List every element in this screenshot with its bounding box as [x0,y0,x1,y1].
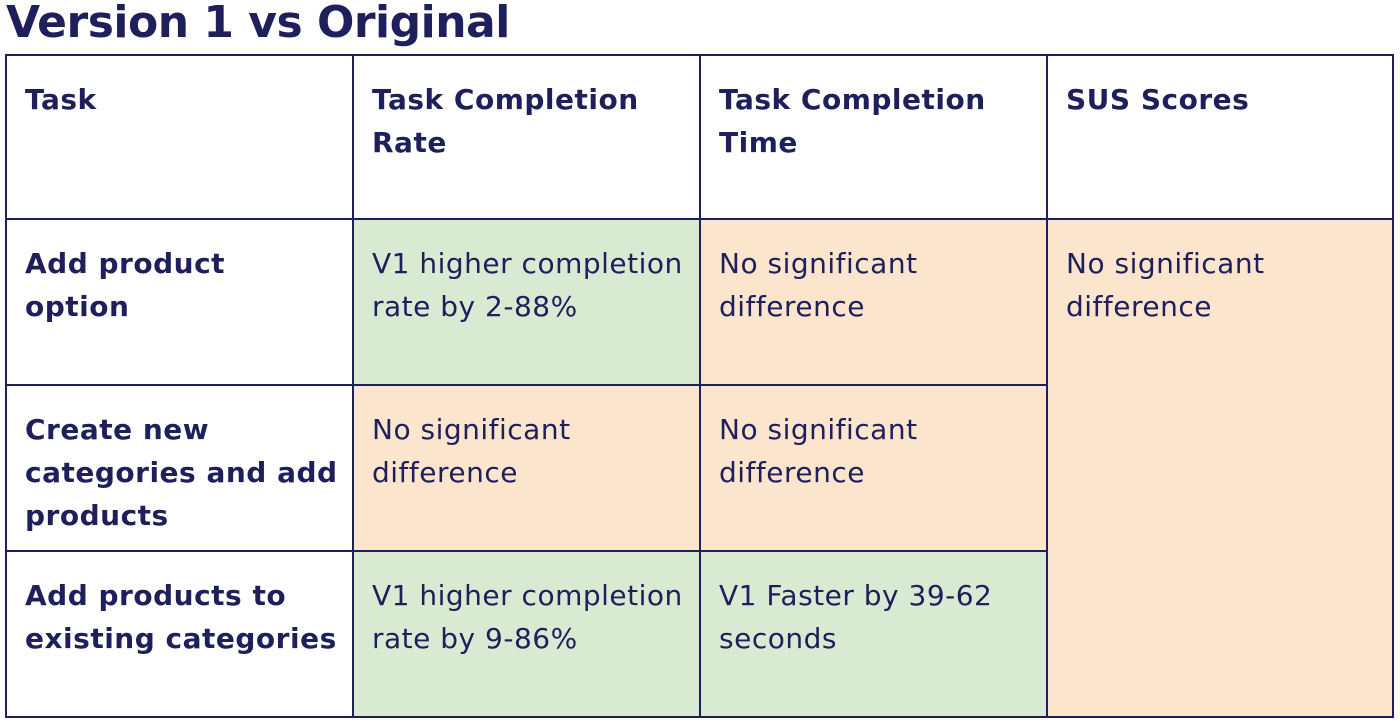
table-row: Add product option V1 higher completion … [5,218,1394,718]
completion-time-cell: No significant difference [699,218,1048,386]
column-header-task: Task [5,54,354,220]
column-header-completion-time: Task Completion Time [699,54,1048,220]
column-header-completion-rate: Task Completion Rate [352,54,701,220]
task-cell: Add product option [5,218,354,386]
task-cell: Create new categories and add products [5,384,354,552]
page-title: Version 1 vs Original [6,0,510,48]
completion-rate-cell: No significant difference [352,384,701,552]
table-row: Create new categories and add products N… [5,384,1393,552]
table-row: Add products to existing categories V1 h… [5,550,1393,718]
completion-time-cell: No significant difference [699,384,1048,552]
task-cell: Add products to existing categories [5,550,354,718]
comparison-table: Task Task Completion Rate Task Completio… [5,54,1394,718]
column-header-sus-scores: SUS Scores [1046,54,1394,220]
completion-rate-cell: V1 higher completion rate by 2-88% [352,218,701,386]
completion-time-cell: V1 Faster by 39-62 seconds [699,550,1048,718]
header-row: Task Task Completion Rate Task Completio… [5,54,1394,220]
sus-scores-cell: No significant difference [1046,218,1394,718]
completion-rate-cell: V1 higher completion rate by 9-86% [352,550,701,718]
